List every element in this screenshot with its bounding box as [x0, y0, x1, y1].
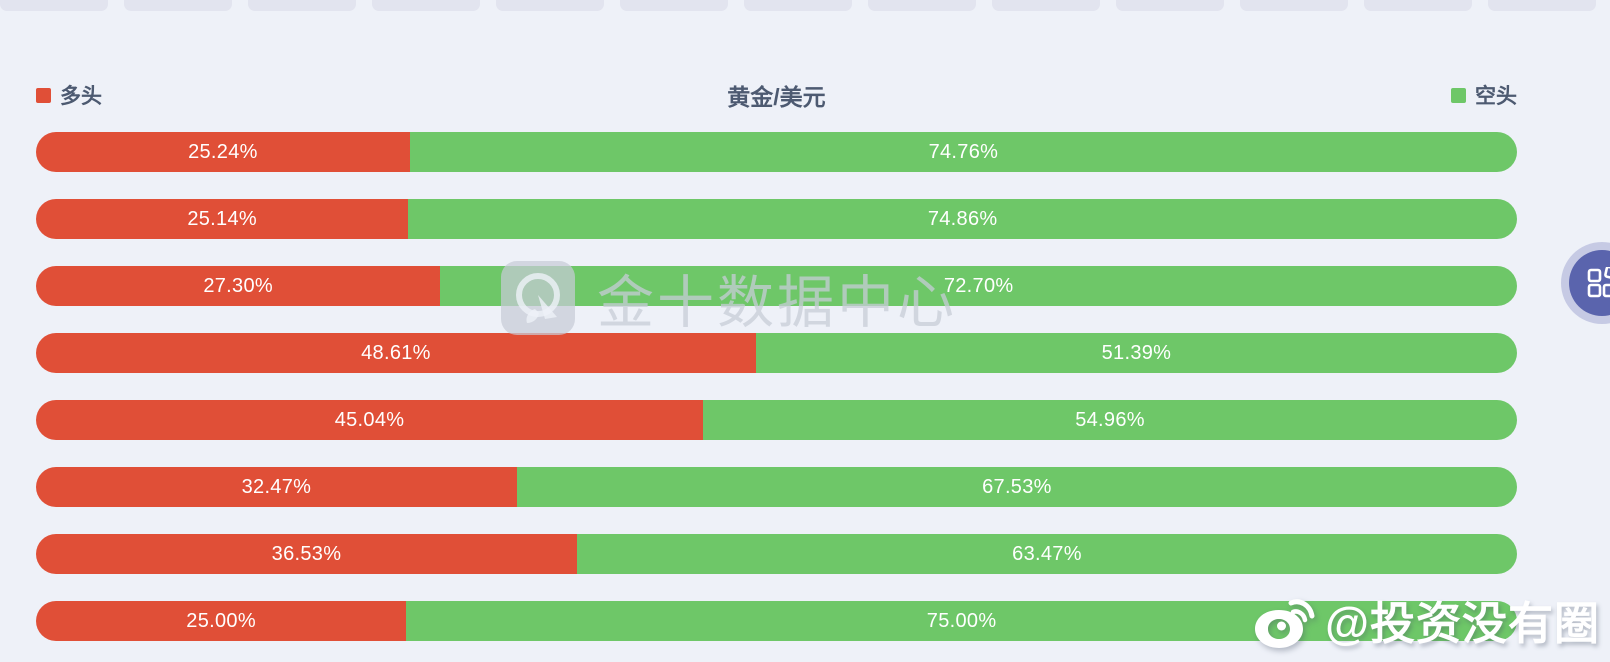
short-segment[interactable]: 51.39% [755, 333, 1517, 373]
short-value-label: 74.86% [927, 207, 998, 230]
long-segment[interactable]: 25.00% [36, 601, 407, 641]
legend-short-label: 空头 [1475, 85, 1517, 108]
legend-long-label: 多头 [60, 85, 102, 108]
top-tab[interactable] [992, 0, 1100, 11]
bar-row: 27.30% 72.70% [36, 266, 1517, 306]
long-value-label: 25.14% [187, 207, 257, 230]
page-title: 黄金/美元 [727, 84, 826, 110]
short-value-label: 67.53% [982, 475, 1052, 498]
top-tab[interactable] [124, 0, 232, 11]
top-tab[interactable] [1364, 0, 1472, 11]
long-segment[interactable]: 45.04% [36, 400, 704, 440]
bar-row: 45.04% 54.96% [36, 400, 1517, 440]
short-legend-swatch-icon [1451, 87, 1466, 103]
short-segment[interactable]: 75.00% [406, 601, 1517, 641]
long-value-label: 25.24% [188, 140, 258, 163]
short-segment[interactable]: 63.47% [577, 534, 1517, 574]
legend-short[interactable]: 空头 [1451, 80, 1517, 110]
top-tab[interactable] [1116, 0, 1224, 11]
short-value-label: 51.39% [1101, 341, 1172, 364]
long-value-label: 27.30% [203, 274, 273, 297]
long-segment[interactable]: 25.14% [36, 199, 409, 239]
top-tab[interactable] [868, 0, 976, 11]
top-tab[interactable] [744, 0, 852, 11]
short-segment[interactable]: 67.53% [516, 467, 1517, 507]
chart-header: 多头 黄金/美元 空头 [36, 76, 1517, 114]
short-segment[interactable]: 54.96% [703, 400, 1517, 440]
top-tab[interactable] [0, 0, 108, 11]
short-value-label: 63.47% [1012, 542, 1082, 565]
short-value-label: 75.00% [926, 609, 997, 632]
bar-chart: 25.24% 74.76% 25.14% 74.86% 27.30% 72.70… [36, 132, 1517, 662]
top-tab[interactable] [1240, 0, 1348, 11]
legend-long[interactable]: 多头 [36, 80, 102, 110]
bar-row: 25.14% 74.86% [36, 199, 1517, 239]
top-tab-strip [0, 0, 1596, 11]
bar-row: 25.24% 74.76% [36, 132, 1517, 172]
long-segment[interactable]: 32.47% [36, 467, 517, 507]
long-segment[interactable]: 48.61% [36, 333, 756, 373]
bar-row: 36.53% 63.47% [36, 534, 1517, 574]
long-segment[interactable]: 27.30% [36, 266, 441, 306]
bar-row: 32.47% 67.53% [36, 467, 1517, 507]
top-tab[interactable] [496, 0, 604, 11]
short-segment[interactable]: 74.76% [409, 132, 1517, 172]
long-segment[interactable]: 36.53% [36, 534, 577, 574]
short-segment[interactable]: 74.86% [408, 199, 1517, 239]
short-segment[interactable]: 72.70% [440, 266, 1517, 306]
top-tab[interactable] [1488, 0, 1596, 11]
top-tab[interactable] [372, 0, 480, 11]
long-value-label: 25.00% [186, 609, 256, 632]
top-tab[interactable] [620, 0, 728, 11]
short-value-label: 74.76% [928, 140, 999, 163]
long-legend-swatch-icon [36, 87, 51, 103]
long-value-label: 48.61% [361, 341, 431, 364]
apps-fab-ring [1561, 242, 1610, 324]
short-value-label: 72.70% [943, 274, 1014, 297]
apps-grid-icon [1587, 267, 1610, 298]
bar-row: 48.61% 51.39% [36, 333, 1517, 373]
long-value-label: 32.47% [241, 475, 312, 498]
top-tab[interactable] [248, 0, 356, 11]
long-segment[interactable]: 25.24% [36, 132, 410, 172]
short-value-label: 54.96% [1075, 408, 1145, 431]
long-value-label: 45.04% [334, 408, 405, 431]
apps-fab-button[interactable] [1569, 250, 1610, 316]
bar-row: 25.00% 75.00% [36, 601, 1517, 641]
long-value-label: 36.53% [271, 542, 342, 565]
